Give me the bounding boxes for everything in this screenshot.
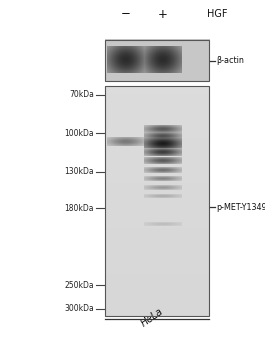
Text: +: + xyxy=(158,7,168,21)
Text: β-actin: β-actin xyxy=(216,56,244,65)
Text: 300kDa: 300kDa xyxy=(64,304,94,313)
Text: 70kDa: 70kDa xyxy=(69,90,94,99)
Text: HeLa: HeLa xyxy=(139,307,165,329)
Text: 130kDa: 130kDa xyxy=(64,167,94,176)
Bar xyxy=(105,40,209,81)
Text: 100kDa: 100kDa xyxy=(64,128,94,138)
Text: 250kDa: 250kDa xyxy=(64,281,94,290)
Text: HGF: HGF xyxy=(207,9,227,19)
Bar xyxy=(105,86,209,316)
Text: 180kDa: 180kDa xyxy=(65,204,94,213)
Text: −: − xyxy=(121,7,131,21)
Text: p-MET-Y1349: p-MET-Y1349 xyxy=(216,203,265,212)
